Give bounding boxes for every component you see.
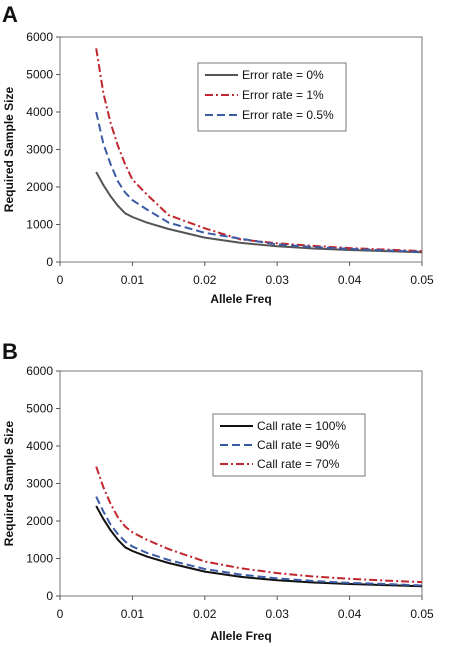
plot-area	[59, 370, 423, 597]
x-tick-label: 0	[57, 607, 64, 621]
y-tick-label: 0	[46, 589, 53, 603]
y-axis-title: Required Sample Size	[2, 420, 16, 546]
y-tick-label: 3000	[26, 143, 53, 157]
x-tick-label: 0.03	[266, 273, 290, 287]
y-tick-label: 4000	[26, 439, 53, 453]
x-tick-label: 0.01	[121, 607, 145, 621]
series-line-1	[95, 171, 423, 254]
y-tick-label: 6000	[26, 30, 53, 44]
y-tick-label: 6000	[26, 364, 53, 378]
series-line-2	[95, 496, 423, 587]
y-tick-label: 2000	[26, 180, 53, 194]
x-tick-label: 0.02	[193, 273, 217, 287]
panel-label: B	[2, 339, 18, 364]
legend-label: Call rate = 90%	[257, 438, 340, 452]
chart-panel-a: A 0 1000 2000 3000 4000 5000 6000 0 0.01 0.02 0.03 0…	[2, 2, 434, 306]
panel-label: A	[2, 2, 18, 27]
chart-panel-b: B 0 1000 2000 3000 4000 5000 6000 0 0.01 0.02 0.03 0…	[2, 339, 434, 643]
legend-label: Error rate = 0%	[242, 68, 324, 82]
series-line-1	[95, 505, 423, 588]
x-tick-label: 0.03	[266, 607, 290, 621]
y-tick-label: 0	[46, 255, 53, 269]
y-axis-title: Required Sample Size	[2, 86, 16, 212]
x-tick-label: 0.01	[121, 273, 145, 287]
series-line-2	[95, 48, 423, 253]
series-line-3	[95, 111, 423, 253]
y-tick-label: 5000	[26, 68, 53, 82]
legend: Error rate = 0% Error rate = 1% Error rate…	[197, 62, 347, 132]
x-axis-title: Allele Freq	[210, 629, 271, 643]
x-tick-label: 0.05	[410, 607, 434, 621]
y-tick-label: 1000	[26, 218, 53, 232]
legend-label: Call rate = 100%	[257, 419, 346, 433]
legend-label: Error rate = 1%	[242, 88, 324, 102]
x-tick-label: 0.04	[338, 607, 362, 621]
series-line-3	[95, 466, 423, 584]
x-tick-label: 0.04	[338, 273, 362, 287]
x-tick-label: 0.05	[410, 273, 434, 287]
y-tick-label: 5000	[26, 402, 53, 416]
legend-label: Error rate = 0.5%	[242, 108, 334, 122]
legend-box	[212, 413, 366, 477]
y-tick-label: 1000	[26, 552, 53, 566]
y-tick-label: 2000	[26, 514, 53, 528]
legend: Call rate = 100% Call rate = 90% Call rate…	[212, 413, 366, 477]
x-tick-label: 0	[57, 273, 64, 287]
legend-label: Call rate = 70%	[257, 457, 340, 471]
y-tick-label: 4000	[26, 105, 53, 119]
x-tick-label: 0.02	[193, 607, 217, 621]
x-axis-title: Allele Freq	[210, 292, 271, 306]
y-tick-label: 3000	[26, 477, 53, 491]
